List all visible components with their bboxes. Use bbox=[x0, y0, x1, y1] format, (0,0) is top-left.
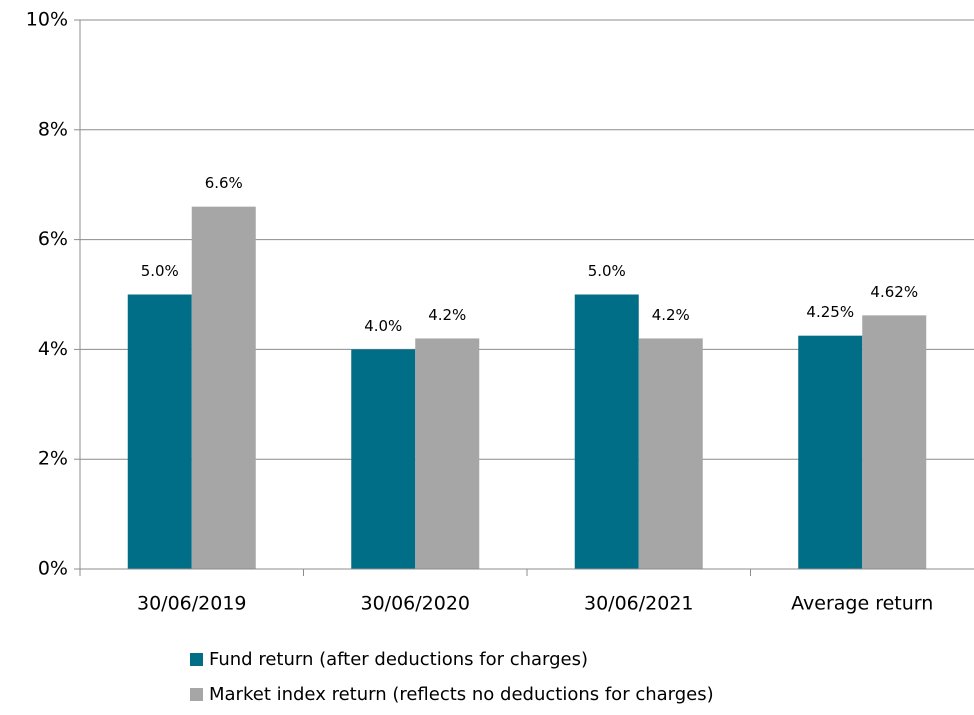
bar bbox=[127, 294, 192, 569]
bar bbox=[415, 338, 480, 569]
y-tick-label: 0% bbox=[38, 558, 68, 580]
y-tick-label: 6% bbox=[38, 228, 68, 250]
value-label: 4.25% bbox=[806, 303, 854, 321]
legend-label: Fund return (after deductions for charge… bbox=[209, 649, 588, 670]
bar bbox=[638, 338, 703, 569]
bar bbox=[574, 294, 639, 569]
legend-swatch bbox=[190, 688, 203, 701]
y-tick-label: 2% bbox=[38, 448, 68, 470]
y-tick-label: 8% bbox=[38, 118, 68, 140]
value-label: 5.0% bbox=[141, 262, 179, 280]
bar bbox=[798, 335, 863, 569]
legend-label: Market index return (reflects no deducti… bbox=[209, 684, 714, 705]
x-tick-label: Average return bbox=[791, 593, 933, 615]
bar bbox=[862, 315, 927, 569]
bar bbox=[351, 349, 416, 569]
legend-swatch bbox=[190, 653, 203, 666]
value-label: 4.2% bbox=[428, 306, 466, 324]
x-tick-label: 30/06/2019 bbox=[137, 593, 247, 615]
y-tick-label: 4% bbox=[38, 338, 68, 360]
x-tick-label: 30/06/2020 bbox=[360, 593, 470, 615]
value-label: 6.6% bbox=[205, 174, 243, 192]
x-tick-label: 30/06/2021 bbox=[584, 593, 694, 615]
bar bbox=[191, 206, 256, 569]
value-label: 4.62% bbox=[870, 283, 918, 301]
value-label: 4.0% bbox=[364, 317, 402, 335]
value-label: 5.0% bbox=[588, 262, 626, 280]
y-tick-label: 10% bbox=[26, 9, 68, 31]
value-label: 4.2% bbox=[652, 306, 690, 324]
